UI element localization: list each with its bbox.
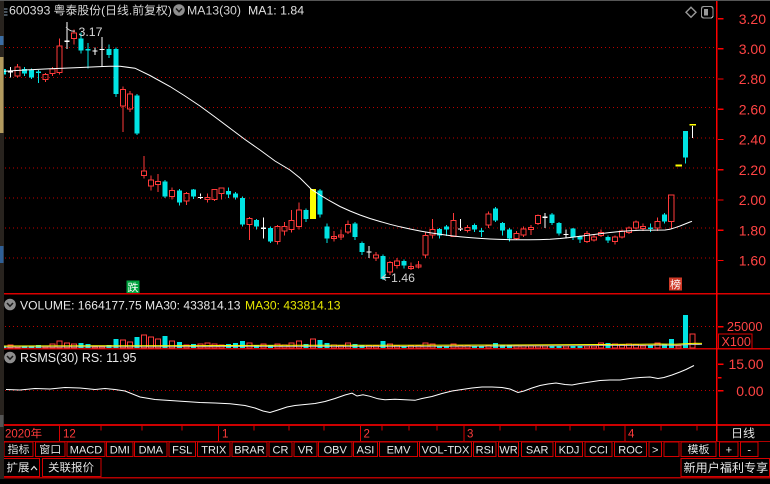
svg-text:OBV: OBV xyxy=(324,444,348,456)
svg-text:CCI: CCI xyxy=(589,444,608,456)
svg-text:-: - xyxy=(747,444,751,456)
svg-text:RSMS(30) RS: 11.95: RSMS(30) RS: 11.95 xyxy=(20,351,137,365)
svg-text:600393: 600393 xyxy=(9,4,50,18)
svg-text:3.20: 3.20 xyxy=(739,11,766,27)
svg-text:MA1: 1.84: MA1: 1.84 xyxy=(248,4,304,18)
svg-text:): ) xyxy=(168,4,172,18)
svg-text:1.46: 1.46 xyxy=(391,271,415,285)
svg-text:3: 3 xyxy=(467,429,473,441)
svg-text:+: + xyxy=(726,444,732,456)
svg-text:12: 12 xyxy=(63,429,76,441)
svg-text:VOLUME: 1664177.75 MA30: 43381: VOLUME: 1664177.75 MA30: 433814.13 xyxy=(20,299,241,313)
svg-text:FSL: FSL xyxy=(172,444,192,456)
svg-text:0.00: 0.00 xyxy=(736,383,763,399)
svg-text:ASI: ASI xyxy=(357,444,375,456)
svg-text:TRIX: TRIX xyxy=(201,444,227,456)
svg-text:MA13(30): MA13(30) xyxy=(187,4,241,18)
svg-text:2.60: 2.60 xyxy=(739,102,766,118)
svg-text:MA30: 433814.13: MA30: 433814.13 xyxy=(245,299,341,313)
svg-text:ROC: ROC xyxy=(618,444,643,456)
svg-text:X100: X100 xyxy=(722,335,751,349)
svg-text:BRAR: BRAR xyxy=(234,444,265,456)
svg-text:25000: 25000 xyxy=(727,319,763,334)
svg-text:WR: WR xyxy=(499,444,517,456)
svg-text:.: . xyxy=(129,4,132,18)
svg-text:2.80: 2.80 xyxy=(739,71,766,87)
svg-text:SAR: SAR xyxy=(526,444,549,456)
svg-text:VR: VR xyxy=(298,444,313,456)
svg-text:KDJ: KDJ xyxy=(559,444,580,456)
svg-text:DMI: DMI xyxy=(110,444,130,456)
svg-text:1: 1 xyxy=(222,429,228,441)
svg-text:15.00: 15.00 xyxy=(728,356,763,372)
svg-text:2020: 2020 xyxy=(5,429,31,441)
svg-text:DMA: DMA xyxy=(139,444,164,456)
svg-text:2: 2 xyxy=(364,429,370,441)
svg-text:(: ( xyxy=(101,4,105,18)
svg-text:2.40: 2.40 xyxy=(739,132,766,148)
svg-text:CR: CR xyxy=(273,444,289,456)
svg-text:3.00: 3.00 xyxy=(739,41,766,57)
svg-text:MACD: MACD xyxy=(70,444,102,456)
svg-text:2.20: 2.20 xyxy=(739,162,766,178)
svg-text:1.80: 1.80 xyxy=(739,222,766,238)
svg-text:RSI: RSI xyxy=(476,444,494,456)
svg-text:3.17: 3.17 xyxy=(79,25,103,39)
svg-text:VOL-TDX: VOL-TDX xyxy=(422,444,470,456)
svg-text:EMV: EMV xyxy=(387,444,412,456)
svg-text:>: > xyxy=(652,444,658,456)
svg-text:1.60: 1.60 xyxy=(739,253,766,269)
svg-text:2.00: 2.00 xyxy=(739,192,766,208)
svg-text:4: 4 xyxy=(628,429,635,441)
